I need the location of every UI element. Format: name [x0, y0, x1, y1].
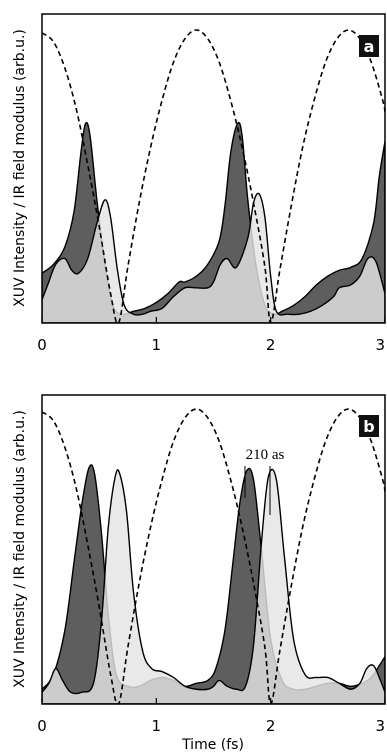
panel-b: 0 1 2 3 b 210 as XUV Intensity / IR field m…	[12, 394, 386, 753]
x-tick-label-a-2: 2	[266, 336, 276, 354]
annotation-text: 210 as	[246, 447, 285, 463]
ir-field-dashed-series-a	[42, 29, 385, 323]
panel-label-a: a	[364, 37, 375, 56]
x-tick-label-b-0: 0	[37, 717, 47, 735]
panel-a: 0 1 2 3 a XUV Intensity / IR field modulus …	[12, 13, 386, 354]
y-axis-label-b: XUV Intensity / IR field modulus (arb.u.…	[12, 410, 28, 688]
plot-frame-a	[41, 13, 386, 324]
x-tick-label-a-3: 3	[375, 336, 385, 354]
x-tick-label-b-2: 2	[266, 717, 276, 735]
xuv-light-area-series-a	[42, 192, 385, 323]
x-axis-label: Time (fs)	[181, 737, 244, 753]
panel-label-b: b	[363, 417, 374, 436]
x-ticks-a: 0 1 2 3	[37, 317, 386, 354]
x-tick-label-b-1: 1	[152, 717, 162, 735]
x-ticks-b: 0 1 2 3	[37, 698, 386, 735]
x-tick-label-a-1: 1	[152, 336, 162, 354]
xuv-dark-area-series-b	[42, 464, 385, 704]
panel-tag-b: b	[359, 415, 379, 437]
panel-tag-a: a	[359, 35, 379, 57]
plot-area-a	[42, 29, 385, 323]
x-tick-label-b-3: 3	[375, 717, 385, 735]
plot-area-b	[42, 408, 385, 704]
y-axis-label-a: XUV Intensity / IR field modulus (arb.u.…	[12, 29, 28, 307]
x-tick-label-a-0: 0	[37, 336, 47, 354]
annotation-210as: 210 as	[244, 447, 285, 515]
plot-frame-b	[41, 394, 386, 705]
ir-field-dashed-series-b	[42, 408, 385, 704]
